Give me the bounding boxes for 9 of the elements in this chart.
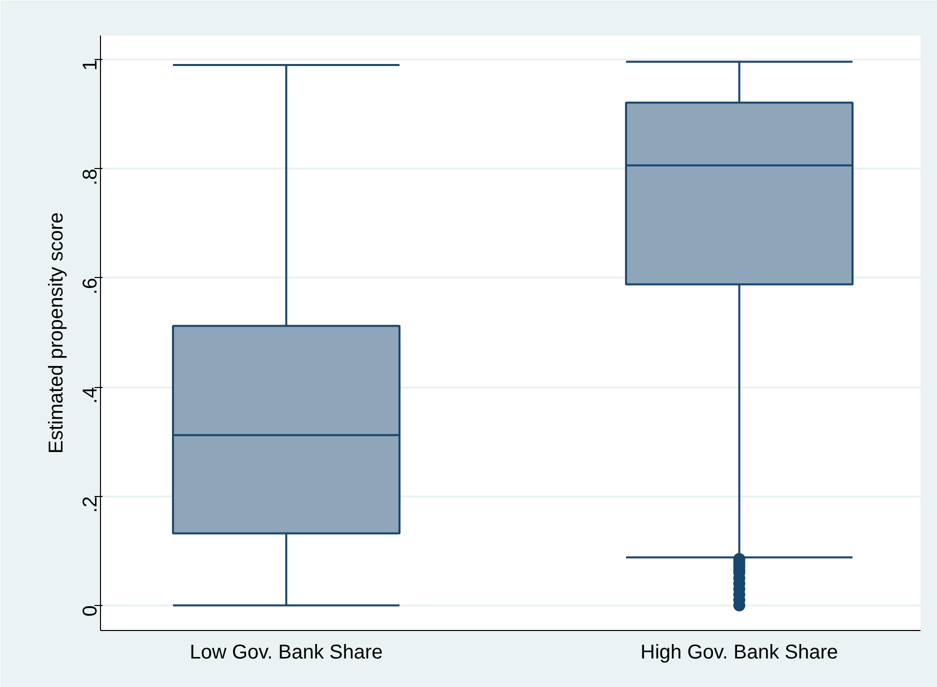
- y-tick-label: .6: [80, 278, 102, 295]
- y-tick-label: .4: [80, 387, 102, 404]
- x-tick-label: High Gov. Bank Share: [640, 642, 838, 664]
- y-tick-label: .8: [80, 168, 102, 186]
- y-axis-title: Estimated propensity score: [46, 212, 68, 454]
- x-tick-label: Low Gov. Bank Share: [190, 642, 383, 664]
- y-tick-label: .2: [80, 496, 102, 513]
- y-tick-label: 1: [80, 60, 102, 71]
- y-tick-label: 0: [80, 605, 102, 617]
